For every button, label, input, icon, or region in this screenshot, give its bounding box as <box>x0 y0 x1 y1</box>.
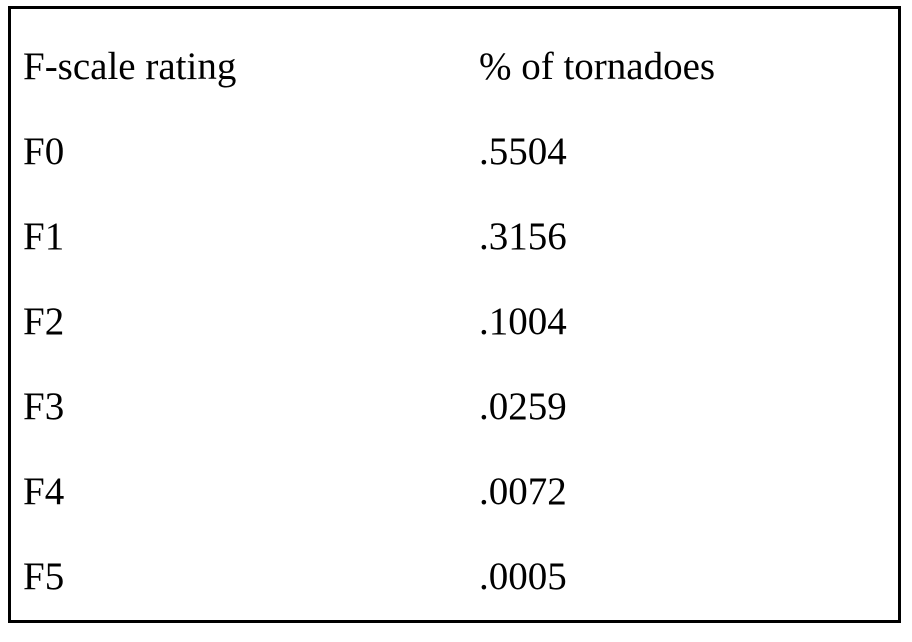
table-header-row: F-scale rating % of tornadoes <box>23 47 883 132</box>
rating-cell: F5 <box>23 555 65 598</box>
fscale-table: F-scale rating % of tornadoes F0 .5504 F… <box>23 47 883 642</box>
percent-cell: .0259 <box>479 385 567 428</box>
table-row: F2 .1004 <box>23 302 883 387</box>
rating-cell: F3 <box>23 385 65 428</box>
percent-cell: .0072 <box>479 470 567 513</box>
percent-cell: .0005 <box>479 555 567 598</box>
rating-cell: F2 <box>23 300 65 343</box>
table-row: F1 .3156 <box>23 217 883 302</box>
table-row: F4 .0072 <box>23 472 883 557</box>
rating-cell: F1 <box>23 215 65 258</box>
percent-cell: .3156 <box>479 215 567 258</box>
rating-cell: F0 <box>23 130 65 173</box>
table-frame: F-scale rating % of tornadoes F0 .5504 F… <box>8 6 901 623</box>
header-percent-of-tornadoes: % of tornadoes <box>479 45 716 88</box>
table-row: F3 .0259 <box>23 387 883 472</box>
header-fscale-rating: F-scale rating <box>23 45 237 88</box>
rating-cell: F4 <box>23 470 65 513</box>
percent-cell: .1004 <box>479 300 567 343</box>
percent-cell: .5504 <box>479 130 567 173</box>
table-row: F5 .0005 <box>23 557 883 642</box>
table-row: F0 .5504 <box>23 132 883 217</box>
